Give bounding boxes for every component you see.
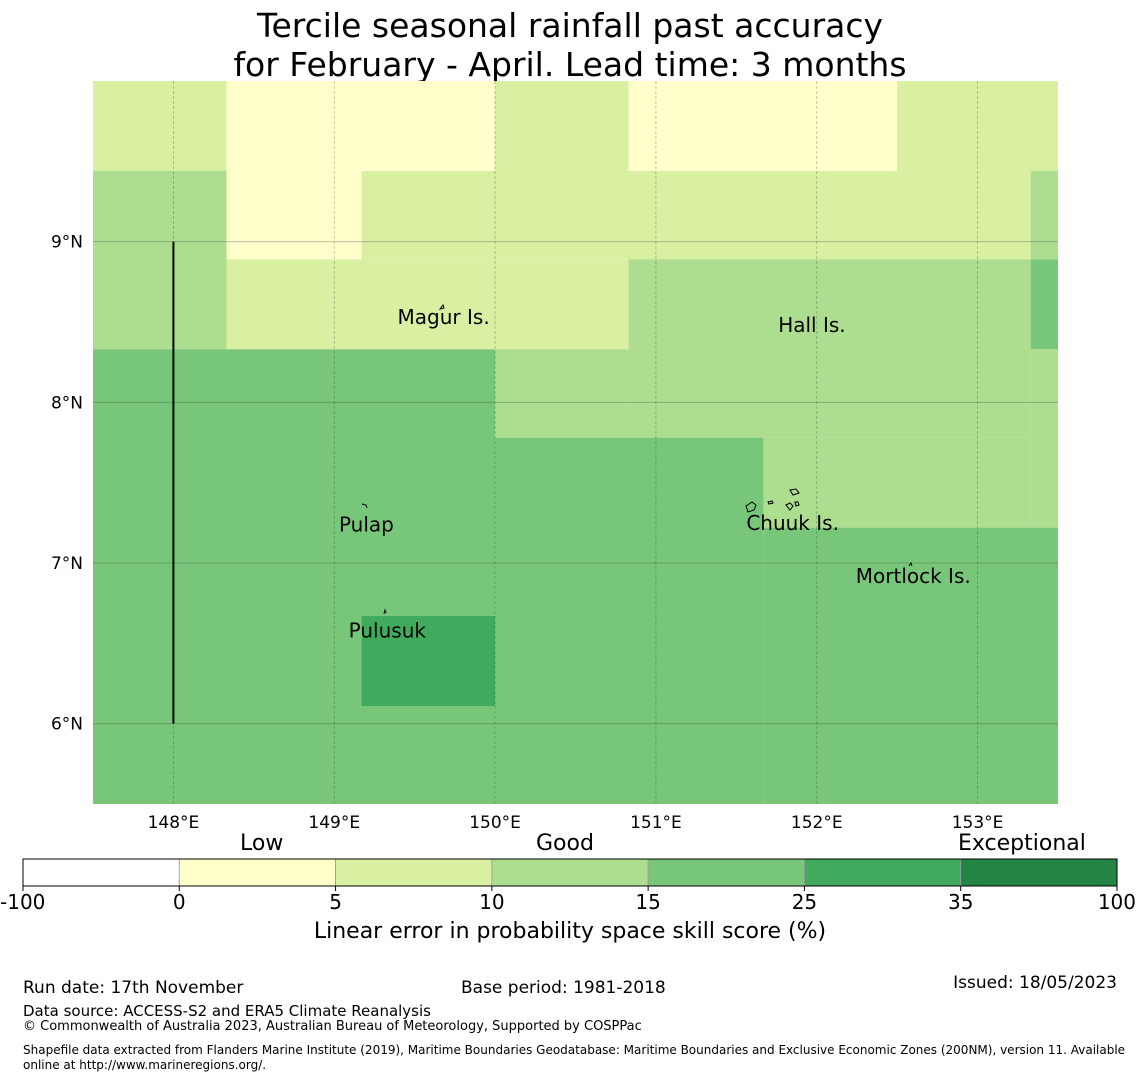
colorbar-tick-label: 25 [792,890,817,914]
skill-cell-9 [226,259,629,350]
skill-grid [93,81,1058,804]
skill-cell-14 [495,349,629,438]
skill-cell-0 [93,81,227,171]
skill-cell-10 [628,259,1031,438]
colorbar-tick-label: 10 [479,890,504,914]
skill-cell-11 [1030,259,1058,350]
place-label: Pulusuk [349,618,427,642]
shapefile-credit-line-2: online at http://www.marineregions.org/. [23,1058,267,1072]
place-label: Mortlock Is. [856,564,971,588]
magur-island-shape [438,303,445,310]
lat-tick-label: 7°N [51,554,83,574]
skill-cell-7 [361,170,1031,260]
colorbar: -100 0 5 10 15 25 35 100 [0,858,1136,914]
pulap-island-shape [361,503,368,509]
skill-cell-5 [93,170,227,350]
colorbar-category-low: Low [240,831,284,856]
place-labels: Magur Is. Hall Is. Pulap Chuuk Is. Mortlock … [339,305,971,642]
skill-cell-18 [361,616,496,706]
lon-tick-label: 149°E [308,813,360,833]
chuuk-island-shape-5 [794,501,800,507]
chuuk-island-shape-3 [789,488,800,496]
run-date: Run date: 17th November [23,978,244,998]
skill-cell-12 [1030,349,1058,528]
colorbar-segment-0 [22,858,180,887]
colorbar-tick-label: 5 [329,890,342,914]
colorbar-segment-5 [804,858,962,887]
colorbar-segment-1 [178,858,336,887]
copyright-notice: © Commonwealth of Australia 2023, Austra… [23,1019,642,1034]
colorbar-frame [22,858,1118,887]
skill-cell-17 [763,527,1058,804]
lon-tick-label: 153°E [952,813,1004,833]
colorbar-tick-label: 15 [635,890,660,914]
colorbar-segment-3 [491,858,649,887]
colorbar-tick-label: -100 [0,890,45,914]
colorbar-axis-label: Linear error in probability space skill … [313,919,827,944]
map-title-line-2: for February - April. Lead time: 3 month… [233,45,907,84]
colorbar-category-good: Good [536,831,594,856]
chuuk-island-shape-1 [745,501,757,513]
island-outlines [361,303,913,615]
lon-tick-label: 151°E [630,813,682,833]
skill-cell-4 [897,81,1058,171]
lat-tick-label: 9°N [51,233,83,253]
colorbar-tick-label: 0 [173,890,186,914]
colorbar-tick-label: 100 [1098,890,1136,914]
skill-cell-15 [495,437,764,804]
colorbar-category-exceptional: Exceptional [958,831,1086,856]
chuuk-island-shape-2 [767,500,774,505]
place-label: Pulap [339,512,394,536]
skill-cell-6 [226,170,362,260]
map-title-line-1: Tercile seasonal rainfall past accuracy [256,6,884,45]
place-label: Hall Is. [778,313,845,337]
issued-date: Issued: 18/05/2023 [953,973,1117,993]
skill-cell-13 [93,349,496,804]
chuuk-island-shape-4 [785,502,794,511]
shapefile-credit-line-1: Shapefile data extracted from Flanders M… [23,1043,1126,1057]
place-label: Chuuk Is. [746,511,839,535]
lat-tick-label: 6°N [51,715,83,735]
colorbar-segment-6 [960,858,1118,887]
skill-cell-2 [495,81,629,171]
skill-cell-8 [1030,170,1058,260]
pulusuk-island-shape [383,608,387,615]
skill-cell-3 [628,81,898,171]
latitude-tick-labels: 9°N 8°N 7°N 6°N [51,233,83,735]
data-source: Data source: ACCESS-S2 and ERA5 Climate … [23,1002,431,1020]
lon-tick-label: 152°E [791,813,843,833]
skill-cell-16 [763,437,1031,528]
skill-cell-1 [226,81,496,171]
place-label: Magur Is. [398,305,490,329]
base-period: Base period: 1981-2018 [461,978,666,998]
colorbar-tick-label: 35 [948,890,973,914]
lon-tick-label: 148°E [148,813,200,833]
colorbar-segment-2 [335,858,493,887]
colorbar-segment-4 [647,858,805,887]
lat-tick-label: 8°N [51,393,83,413]
longitude-tick-labels: 148°E 149°E 150°E 151°E 152°E 153°E [148,813,1004,833]
mortlock-island-shape [908,561,913,567]
lon-tick-label: 150°E [469,813,521,833]
